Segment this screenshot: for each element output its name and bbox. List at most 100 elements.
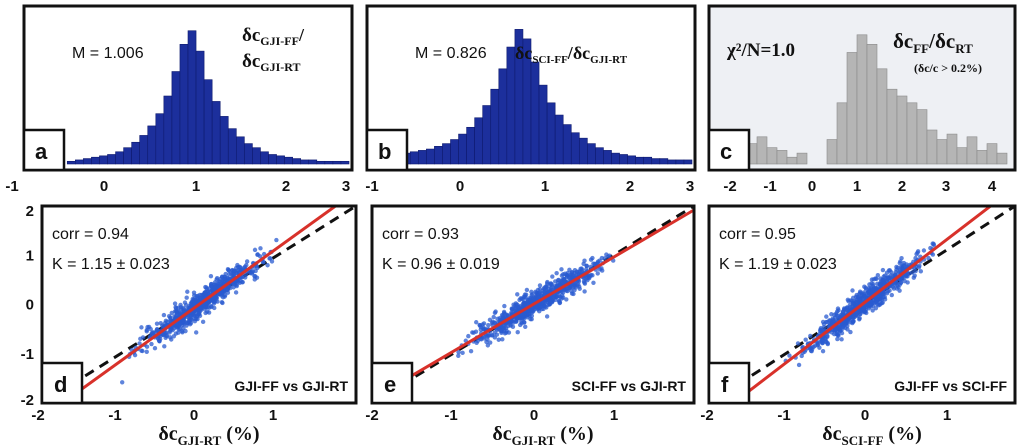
ratio-label-denominator: δcGJI-RT <box>242 51 301 74</box>
histogram-bar <box>203 79 213 165</box>
scatter-point <box>545 279 550 285</box>
scatter-point <box>180 305 186 311</box>
scatter-point <box>510 306 515 312</box>
histogram-bar <box>300 159 310 165</box>
scatter-point <box>212 280 218 285</box>
scatter-point <box>564 297 569 302</box>
scatter-point <box>160 323 165 328</box>
scatter-point <box>803 337 808 342</box>
panel-letter-box <box>370 361 414 405</box>
scatter-point <box>515 330 520 335</box>
histogram-bar <box>570 132 580 165</box>
x-tick-label: 3 <box>342 178 350 195</box>
scatter-point <box>215 275 220 281</box>
histogram-bar <box>316 160 326 165</box>
scatter-point <box>185 289 190 294</box>
scatter-point <box>926 255 931 261</box>
histogram-bar <box>976 150 988 165</box>
scatter-point <box>216 279 221 285</box>
histogram-bar <box>482 105 492 165</box>
scatter-point <box>812 343 818 348</box>
scatter-point <box>199 307 204 312</box>
histogram-bar <box>139 135 149 165</box>
ratio-den-main: δc <box>935 29 955 53</box>
panel-f: corr = 0.95 K = 1.19 ± 0.023 GJI-FF vs SCI… <box>700 204 1017 447</box>
scatter-point <box>898 280 903 285</box>
histogram-bar <box>276 155 285 165</box>
histogram-bar <box>99 155 108 165</box>
x-tick-label: 4 <box>988 178 997 195</box>
chi-square-label: χ²/N=1.0 <box>726 40 795 61</box>
scatter-point <box>213 299 218 304</box>
x-label-sub: GJI-RT <box>512 433 556 447</box>
histogram-bar <box>107 154 116 165</box>
scatter-point <box>227 271 232 277</box>
scatter-point <box>203 304 209 310</box>
scatter-point <box>496 337 501 342</box>
histogram-bar <box>171 71 181 165</box>
scatter-point <box>884 275 889 281</box>
scatter-point <box>835 309 840 314</box>
panel-letter-box <box>707 361 751 405</box>
scatter-point <box>559 267 564 272</box>
scatter-point <box>880 278 885 284</box>
scatter-point <box>261 259 266 265</box>
scatter-point <box>219 300 225 305</box>
scatter-point <box>879 297 884 302</box>
scatter-point <box>857 296 863 302</box>
y-tick-label: 0 <box>26 297 34 314</box>
scatter-point <box>490 319 495 324</box>
scatter-point <box>845 297 851 302</box>
scatter-point <box>191 312 196 317</box>
scatter-point <box>880 267 886 273</box>
scatter-point <box>577 269 582 274</box>
ratio-num-sub: FF <box>913 41 929 56</box>
histogram-bar <box>956 147 968 165</box>
scatter-point <box>848 329 853 335</box>
ratio-num-main: δc <box>515 43 532 63</box>
histogram-bar <box>268 154 277 165</box>
scatter-point <box>521 294 526 300</box>
ratio-den-main: δc <box>573 43 590 63</box>
histogram-bar <box>546 102 556 165</box>
histogram-bar <box>926 129 938 165</box>
scatter-point <box>231 268 237 273</box>
scatter-point <box>544 314 550 319</box>
scatter-point <box>138 336 143 342</box>
histogram-bar <box>211 101 221 165</box>
histogram-bar <box>776 150 788 165</box>
scatter-point <box>840 313 846 318</box>
panel-letter: b <box>378 139 391 164</box>
scatter-point <box>200 319 206 325</box>
histogram-bar <box>236 136 245 165</box>
scatter-point <box>870 308 875 313</box>
histogram-bar <box>996 152 1008 165</box>
scatter-point <box>192 318 198 324</box>
histogram-bar <box>906 102 918 165</box>
pair-label: GJI-FF vs SCI-FF <box>894 378 1007 394</box>
histogram-bar <box>587 143 596 165</box>
scatter-point <box>208 283 214 289</box>
x-tick-label: 1 <box>853 178 861 195</box>
scatter-point <box>172 301 178 306</box>
mean-label: M = 0.826 <box>415 45 487 62</box>
histogram-bar <box>308 159 318 165</box>
scatter-point <box>591 280 596 285</box>
histogram-bar <box>766 147 778 165</box>
scatter-point <box>855 313 860 319</box>
y-tick-label: -2 <box>21 392 34 409</box>
scatter-point <box>824 314 829 319</box>
histogram-bar <box>611 152 620 165</box>
panel-letter-box <box>707 128 751 172</box>
scatter-point <box>168 328 173 333</box>
scatter-point <box>524 287 530 293</box>
correlation-label: corr = 0.95 <box>719 226 796 243</box>
scatter-point <box>900 263 905 268</box>
x-tick-label: 1 <box>269 407 277 424</box>
scatter-point <box>875 272 881 278</box>
scatter-point <box>845 327 850 332</box>
ratio-den-main: δc <box>242 51 260 72</box>
scatter-point <box>492 330 497 335</box>
scatter-point <box>516 304 521 310</box>
